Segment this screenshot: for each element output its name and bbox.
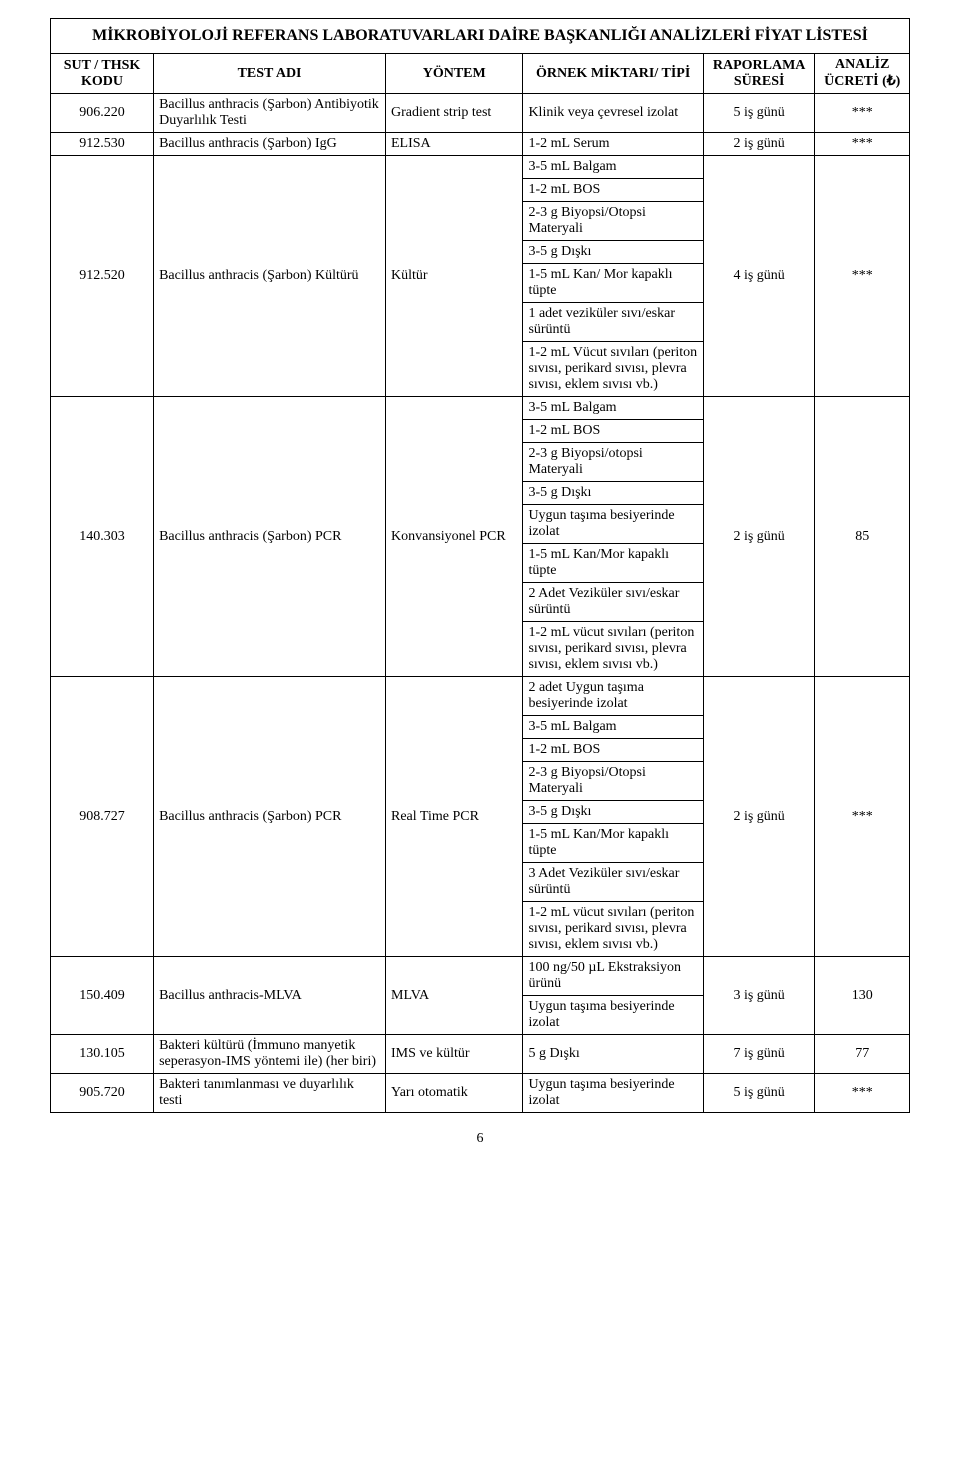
cell-code: 130.105	[51, 1035, 154, 1074]
col-test: TEST ADI	[154, 54, 386, 94]
page-title: MİKROBİYOLOJİ REFERANS LABORATUVARLARI D…	[50, 18, 910, 53]
cell-method: Gradient strip test	[386, 94, 523, 133]
table-row: 140.303 Bacillus anthracis (Şarbon) PCR …	[51, 397, 910, 420]
cell-test: Bakteri kültürü (İmmuno manyetik seperas…	[154, 1035, 386, 1074]
cell-method: Kültür	[386, 156, 523, 397]
cell-sample: 1-2 mL BOS	[523, 179, 703, 202]
page-number: 6	[50, 1131, 910, 1147]
cell-sample: 3-5 mL Balgam	[523, 716, 703, 739]
cell-sample: 5 g Dışkı	[523, 1035, 703, 1074]
table-row: 912.520 Bacillus anthracis (Şarbon) Kült…	[51, 156, 910, 179]
cell-sample: 1-2 mL vücut sıvıları (periton sıvısı, p…	[523, 902, 703, 957]
cell-fee: 77	[815, 1035, 910, 1074]
cell-sample: 3 Adet Veziküler sıvı/eskar sürüntü	[523, 863, 703, 902]
cell-sample: 3-5 mL Balgam	[523, 397, 703, 420]
cell-sample: Klinik veya çevresel izolat	[523, 94, 703, 133]
cell-duration: 2 iş günü	[703, 133, 815, 156]
cell-fee: 130	[815, 957, 910, 1035]
col-fee: ANALİZ ÜCRETİ (₺)	[815, 54, 910, 94]
cell-sample: 1-2 mL Vücut sıvıları (periton sıvısı, p…	[523, 342, 703, 397]
cell-sample: 100 ng/50 µL Ekstraksiyon ürünü	[523, 957, 703, 996]
cell-code: 908.727	[51, 677, 154, 957]
cell-method: MLVA	[386, 957, 523, 1035]
cell-duration: 3 iş günü	[703, 957, 815, 1035]
cell-test: Bacillus anthracis (Şarbon) PCR	[154, 397, 386, 677]
cell-duration: 4 iş günü	[703, 156, 815, 397]
cell-method: Real Time PCR	[386, 677, 523, 957]
cell-fee: ***	[815, 133, 910, 156]
cell-code: 140.303	[51, 397, 154, 677]
table-row: 130.105 Bakteri kültürü (İmmuno manyetik…	[51, 1035, 910, 1074]
cell-method: Yarı otomatik	[386, 1074, 523, 1113]
cell-test: Bacillus anthracis (Şarbon) Kültürü	[154, 156, 386, 397]
page-container: MİKROBİYOLOJİ REFERANS LABORATUVARLARI D…	[0, 0, 960, 1177]
cell-code: 906.220	[51, 94, 154, 133]
cell-sample: 1-2 mL Serum	[523, 133, 703, 156]
table-row: 905.720 Bakteri tanımlanması ve duyarlıl…	[51, 1074, 910, 1113]
table-header-row: SUT / THSK KODU TEST ADI YÖNTEM ÖRNEK Mİ…	[51, 54, 910, 94]
col-duration: RAPORLAMA SÜRESİ	[703, 54, 815, 94]
cell-sample: 1-5 mL Kan/ Mor kapaklı tüpte	[523, 264, 703, 303]
cell-sample: 3-5 g Dışkı	[523, 241, 703, 264]
cell-sample: 2-3 g Biyopsi/Otopsi Materyali	[523, 202, 703, 241]
cell-sample: 3-5 g Dışkı	[523, 801, 703, 824]
cell-sample: 2 adet Uygun taşıma besiyerinde izolat	[523, 677, 703, 716]
cell-sample: 1 adet veziküler sıvı/eskar sürüntü	[523, 303, 703, 342]
cell-duration: 5 iş günü	[703, 1074, 815, 1113]
col-sample: ÖRNEK MİKTARI/ TİPİ	[523, 54, 703, 94]
table-row: 912.530 Bacillus anthracis (Şarbon) IgG …	[51, 133, 910, 156]
price-table: SUT / THSK KODU TEST ADI YÖNTEM ÖRNEK Mİ…	[50, 53, 910, 1113]
cell-fee: ***	[815, 1074, 910, 1113]
cell-code: 912.530	[51, 133, 154, 156]
cell-sample: 3-5 g Dışkı	[523, 482, 703, 505]
cell-code: 912.520	[51, 156, 154, 397]
cell-sample: 1-2 mL BOS	[523, 739, 703, 762]
cell-sample: 2 Adet Veziküler sıvı/eskar sürüntü	[523, 583, 703, 622]
table-row: 150.409 Bacillus anthracis-MLVA MLVA 100…	[51, 957, 910, 996]
cell-method: ELISA	[386, 133, 523, 156]
cell-test: Bacillus anthracis-MLVA	[154, 957, 386, 1035]
cell-duration: 5 iş günü	[703, 94, 815, 133]
cell-sample: 2-3 g Biyopsi/Otopsi Materyali	[523, 762, 703, 801]
cell-test: Bacillus anthracis (Şarbon) Antibiyotik …	[154, 94, 386, 133]
col-code: SUT / THSK KODU	[51, 54, 154, 94]
cell-method: IMS ve kültür	[386, 1035, 523, 1074]
table-row: 908.727 Bacillus anthracis (Şarbon) PCR …	[51, 677, 910, 716]
cell-duration: 7 iş günü	[703, 1035, 815, 1074]
cell-sample: 1-2 mL vücut sıvıları (periton sıvısı, p…	[523, 622, 703, 677]
cell-code: 150.409	[51, 957, 154, 1035]
cell-fee: ***	[815, 94, 910, 133]
cell-fee: ***	[815, 677, 910, 957]
table-row: 906.220 Bacillus anthracis (Şarbon) Anti…	[51, 94, 910, 133]
cell-sample: 2-3 g Biyopsi/otopsi Materyali	[523, 443, 703, 482]
cell-sample: Uygun taşıma besiyerinde izolat	[523, 505, 703, 544]
col-method: YÖNTEM	[386, 54, 523, 94]
cell-test: Bacillus anthracis (Şarbon) PCR	[154, 677, 386, 957]
cell-sample: 3-5 mL Balgam	[523, 156, 703, 179]
cell-sample: Uygun taşıma besiyerinde izolat	[523, 996, 703, 1035]
cell-fee: ***	[815, 156, 910, 397]
cell-test: Bakteri tanımlanması ve duyarlılık testi	[154, 1074, 386, 1113]
cell-method: Konvansiyonel PCR	[386, 397, 523, 677]
cell-sample: Uygun taşıma besiyerinde izolat	[523, 1074, 703, 1113]
cell-test: Bacillus anthracis (Şarbon) IgG	[154, 133, 386, 156]
cell-duration: 2 iş günü	[703, 677, 815, 957]
cell-sample: 1-2 mL BOS	[523, 420, 703, 443]
cell-sample: 1-5 mL Kan/Mor kapaklı tüpte	[523, 824, 703, 863]
cell-duration: 2 iş günü	[703, 397, 815, 677]
cell-sample: 1-5 mL Kan/Mor kapaklı tüpte	[523, 544, 703, 583]
cell-code: 905.720	[51, 1074, 154, 1113]
cell-fee: 85	[815, 397, 910, 677]
